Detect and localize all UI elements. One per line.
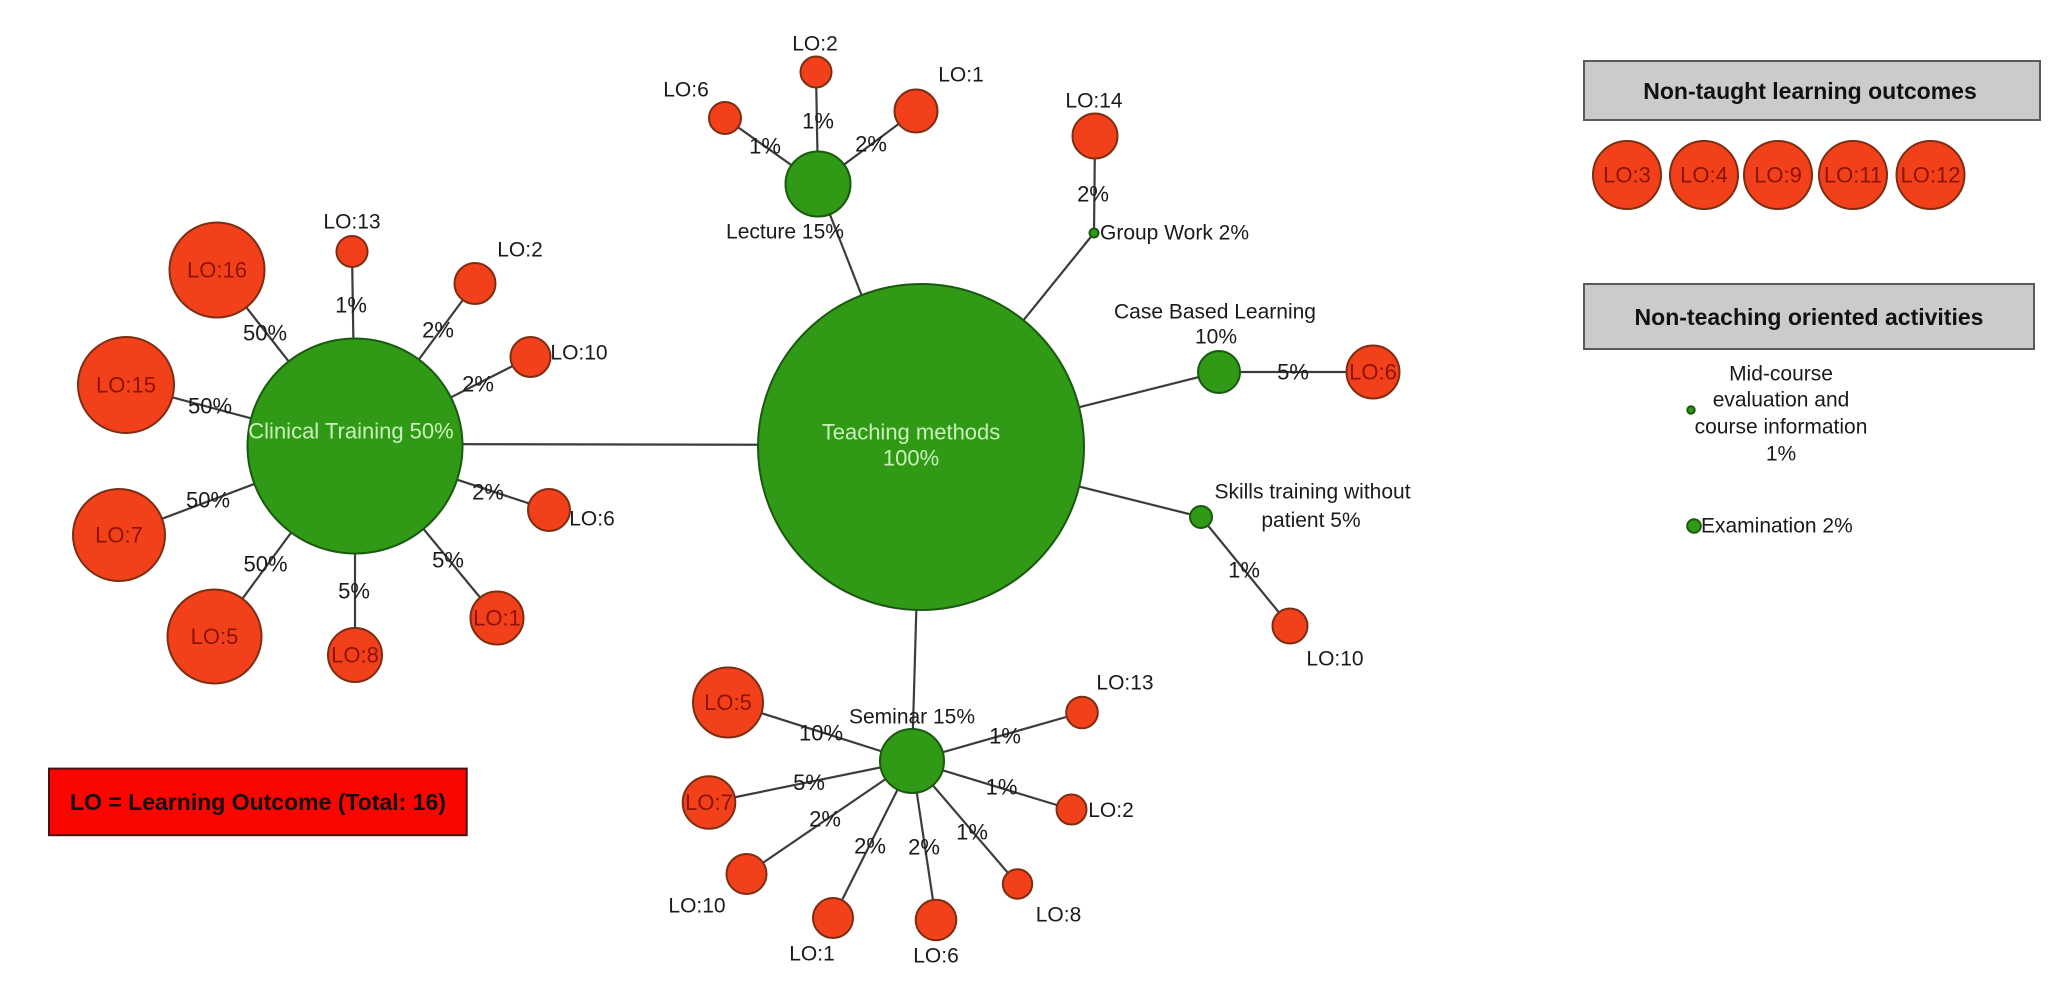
svg-text:patient 5%: patient 5% [1261,509,1360,532]
svg-text:1%: 1% [986,775,1018,800]
svg-text:Seminar 15%: Seminar 15% [849,706,975,729]
svg-text:2%: 2% [854,834,886,859]
svg-text:Skills training without: Skills training without [1214,481,1410,504]
svg-text:LO:5: LO:5 [704,690,752,715]
svg-text:LO:7: LO:7 [95,523,143,548]
svg-text:LO:6: LO:6 [569,508,615,531]
svg-text:LO:1: LO:1 [938,64,984,87]
svg-text:LO:13: LO:13 [323,211,380,234]
svg-text:LO:13: LO:13 [1096,672,1153,695]
svg-text:LO:14: LO:14 [1065,90,1123,113]
svg-text:2%: 2% [809,807,841,832]
svg-text:LO:8: LO:8 [331,643,379,668]
svg-text:LO:9: LO:9 [1754,163,1802,188]
svg-text:LO:2: LO:2 [1088,799,1134,822]
svg-text:LO:10: LO:10 [1306,648,1363,671]
svg-text:2%: 2% [472,480,504,505]
svg-text:LO:6: LO:6 [1349,360,1397,385]
svg-text:2%: 2% [908,835,940,860]
svg-text:LO:1: LO:1 [789,943,835,966]
svg-text:1%: 1% [989,724,1021,749]
svg-text:10%: 10% [1195,326,1237,349]
svg-text:50%: 50% [188,394,232,419]
svg-text:LO:8: LO:8 [1036,904,1082,927]
svg-text:LO:10: LO:10 [550,342,607,365]
svg-text:Mid-course: Mid-course [1729,363,1833,386]
svg-text:Clinical Training 50%: Clinical Training 50% [248,419,453,444]
svg-text:2%: 2% [422,318,454,343]
svg-text:Teaching methods: Teaching methods [822,420,1001,445]
svg-text:LO:4: LO:4 [1680,163,1728,188]
svg-text:10%: 10% [799,721,843,746]
svg-text:LO:2: LO:2 [792,33,838,56]
svg-text:Examination 2%: Examination 2% [1701,515,1853,538]
svg-text:Group Work 2%: Group Work 2% [1100,222,1249,245]
svg-text:1%: 1% [1228,558,1260,583]
svg-text:5%: 5% [1277,360,1309,385]
svg-text:5%: 5% [793,770,825,795]
svg-text:LO:10: LO:10 [668,895,725,918]
svg-text:2%: 2% [855,132,887,157]
svg-text:LO:1: LO:1 [473,606,521,631]
svg-text:1%: 1% [749,134,781,159]
svg-text:LO:7: LO:7 [685,790,733,815]
svg-text:LO:3: LO:3 [1603,163,1651,188]
svg-text:LO = Learning Outcome (Total:: LO = Learning Outcome (Total: 16) [70,789,446,815]
svg-text:course information: course information [1695,416,1868,439]
svg-text:Non-teaching oriented activiti: Non-teaching oriented activities [1635,304,1984,330]
svg-text:LO:6: LO:6 [663,79,709,102]
svg-text:LO:16: LO:16 [187,258,247,283]
svg-text:LO:12: LO:12 [1901,163,1961,188]
svg-text:2%: 2% [1077,182,1109,207]
svg-text:50%: 50% [243,552,287,577]
svg-text:5%: 5% [338,579,370,604]
svg-text:1%: 1% [802,109,834,134]
svg-text:evaluation and: evaluation and [1713,389,1850,412]
svg-text:2%: 2% [462,372,494,397]
svg-text:50%: 50% [243,321,287,346]
svg-text:LO:11: LO:11 [1824,163,1882,188]
svg-text:50%: 50% [186,488,230,513]
svg-text:1%: 1% [956,820,988,845]
svg-text:1%: 1% [1766,443,1796,466]
svg-text:LO:2: LO:2 [497,239,543,262]
svg-text:100%: 100% [883,446,939,471]
svg-text:Non-taught learning outcomes: Non-taught learning outcomes [1643,78,1977,104]
svg-text:5%: 5% [432,548,464,573]
svg-text:Lecture 15%: Lecture 15% [726,221,844,244]
svg-text:LO:15: LO:15 [96,373,156,398]
svg-text:LO:5: LO:5 [191,624,239,649]
svg-text:LO:6: LO:6 [913,945,959,968]
svg-text:Case Based Learning: Case Based Learning [1114,301,1316,324]
svg-text:1%: 1% [335,293,367,318]
